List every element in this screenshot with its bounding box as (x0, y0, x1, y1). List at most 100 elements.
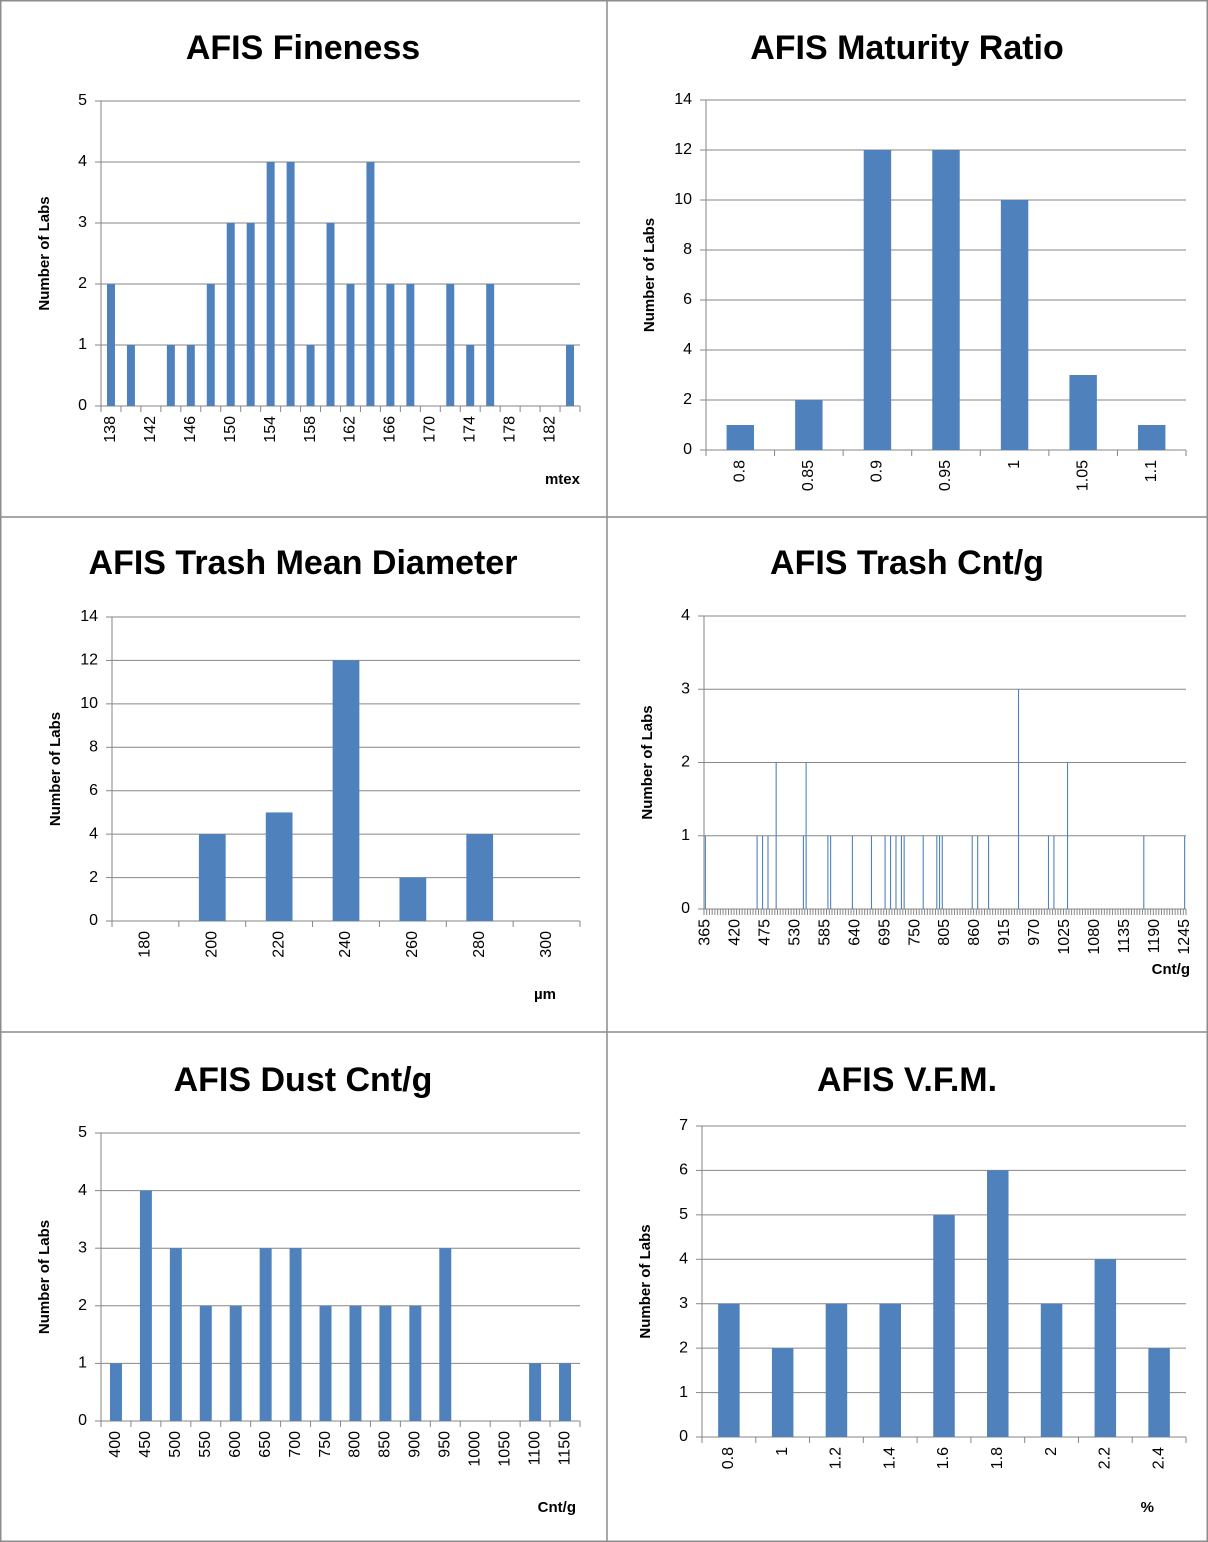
y-tick-label: 1 (679, 1384, 688, 1401)
bar (1040, 1303, 1063, 1437)
bar (1047, 835, 1050, 909)
x-tick-label: 1100 (526, 1431, 543, 1466)
x-tick-label: 1050 (496, 1431, 513, 1467)
y-tick-label: 7 (679, 1117, 688, 1134)
bar (767, 835, 769, 909)
x-tick-label: 150 (222, 416, 239, 443)
bar (1069, 375, 1097, 450)
bar (936, 835, 938, 909)
x-tick-label: 860 (966, 919, 983, 946)
bar (566, 345, 575, 406)
bar (409, 1305, 422, 1421)
x-axis-title: % (1141, 1499, 1154, 1516)
x-tick-label: 154 (262, 416, 279, 443)
y-tick-label: 4 (78, 153, 87, 170)
y-tick-label: 4 (683, 341, 692, 358)
x-tick-label: 146 (182, 416, 199, 443)
bar (199, 1305, 212, 1421)
bar (126, 345, 135, 406)
chart-title: AFIS Dust Cnt/g (174, 1061, 433, 1099)
y-axis-title: Number of Labs (639, 705, 656, 819)
bar (259, 1248, 272, 1421)
bar (762, 835, 764, 909)
x-tick-label: 800 (347, 1431, 364, 1458)
y-tick-label: 14 (80, 608, 98, 625)
y-tick-label: 3 (679, 1295, 688, 1312)
bar (266, 162, 275, 406)
y-tick-label: 0 (78, 1412, 87, 1429)
x-axis-title: mtex (545, 471, 581, 488)
x-axis-title: Cnt/g (538, 1499, 576, 1516)
bar (900, 835, 902, 909)
bar (884, 835, 886, 909)
x-tick-label: 174 (461, 416, 478, 443)
x-tick-label: 550 (197, 1431, 214, 1458)
bar (1000, 200, 1029, 450)
x-tick-label: 0.8 (732, 460, 749, 482)
x-tick-label: 640 (846, 919, 863, 946)
bar (206, 284, 215, 406)
chart-title: AFIS V.F.M. (817, 1061, 997, 1099)
bar (186, 345, 195, 406)
x-tick-label: 2 (1043, 1447, 1060, 1456)
bar (466, 345, 475, 406)
y-tick-label: 3 (78, 1239, 87, 1256)
x-tick-label: 280 (471, 931, 488, 958)
y-tick-label: 12 (80, 652, 98, 669)
bar (933, 1214, 955, 1437)
bar (830, 835, 832, 909)
x-tick-label: 400 (107, 1431, 124, 1458)
bar (349, 1305, 362, 1421)
bar (988, 835, 990, 909)
bar (198, 834, 226, 921)
y-tick-label: 1 (78, 1355, 87, 1372)
bar (226, 223, 235, 406)
bar (704, 835, 706, 909)
bar (863, 150, 892, 450)
y-tick-label: 0 (681, 900, 690, 917)
y-axis-title: Number of Labs (641, 218, 658, 332)
x-tick-label: 915 (996, 919, 1013, 946)
y-axis-title: Number of Labs (36, 1220, 53, 1334)
y-tick-label: 6 (679, 1162, 688, 1179)
bar (802, 835, 804, 909)
x-tick-label: 1.6 (935, 1447, 952, 1469)
x-tick-label: 1135 (1116, 919, 1133, 954)
bar (987, 1170, 1009, 1437)
x-tick-label: 450 (137, 1431, 154, 1458)
bar (1138, 425, 1166, 450)
bar (319, 1305, 332, 1421)
bar (289, 1248, 302, 1421)
x-tick-label: 805 (936, 919, 953, 946)
x-tick-label: 1025 (1056, 919, 1073, 955)
bar (1148, 1348, 1170, 1437)
bar (326, 223, 335, 406)
x-tick-label: 1080 (1086, 919, 1103, 955)
x-tick-label: 585 (816, 919, 833, 946)
bar (870, 835, 873, 909)
x-tick-label: 2.2 (1097, 1447, 1114, 1469)
x-tick-label: 500 (167, 1431, 184, 1458)
x-tick-label: 970 (1026, 919, 1043, 946)
bar (306, 345, 315, 406)
y-tick-label: 3 (78, 214, 87, 231)
y-tick-label: 0 (683, 441, 692, 458)
x-tick-label: 138 (102, 416, 119, 443)
y-tick-label: 6 (89, 782, 98, 799)
x-axis-title: Cnt/g (1152, 961, 1190, 978)
y-tick-label: 5 (679, 1206, 688, 1223)
y-tick-label: 1 (78, 336, 87, 353)
bar (346, 284, 355, 406)
bar (879, 1303, 901, 1437)
y-tick-label: 12 (674, 141, 692, 158)
y-axis-title: Number of Labs (47, 712, 64, 826)
x-tick-label: 1000 (466, 1431, 483, 1467)
bar (756, 835, 758, 909)
bar (922, 835, 924, 909)
x-tick-label: 240 (337, 931, 354, 958)
x-tick-label: 650 (257, 1431, 274, 1458)
y-tick-label: 2 (78, 275, 87, 292)
